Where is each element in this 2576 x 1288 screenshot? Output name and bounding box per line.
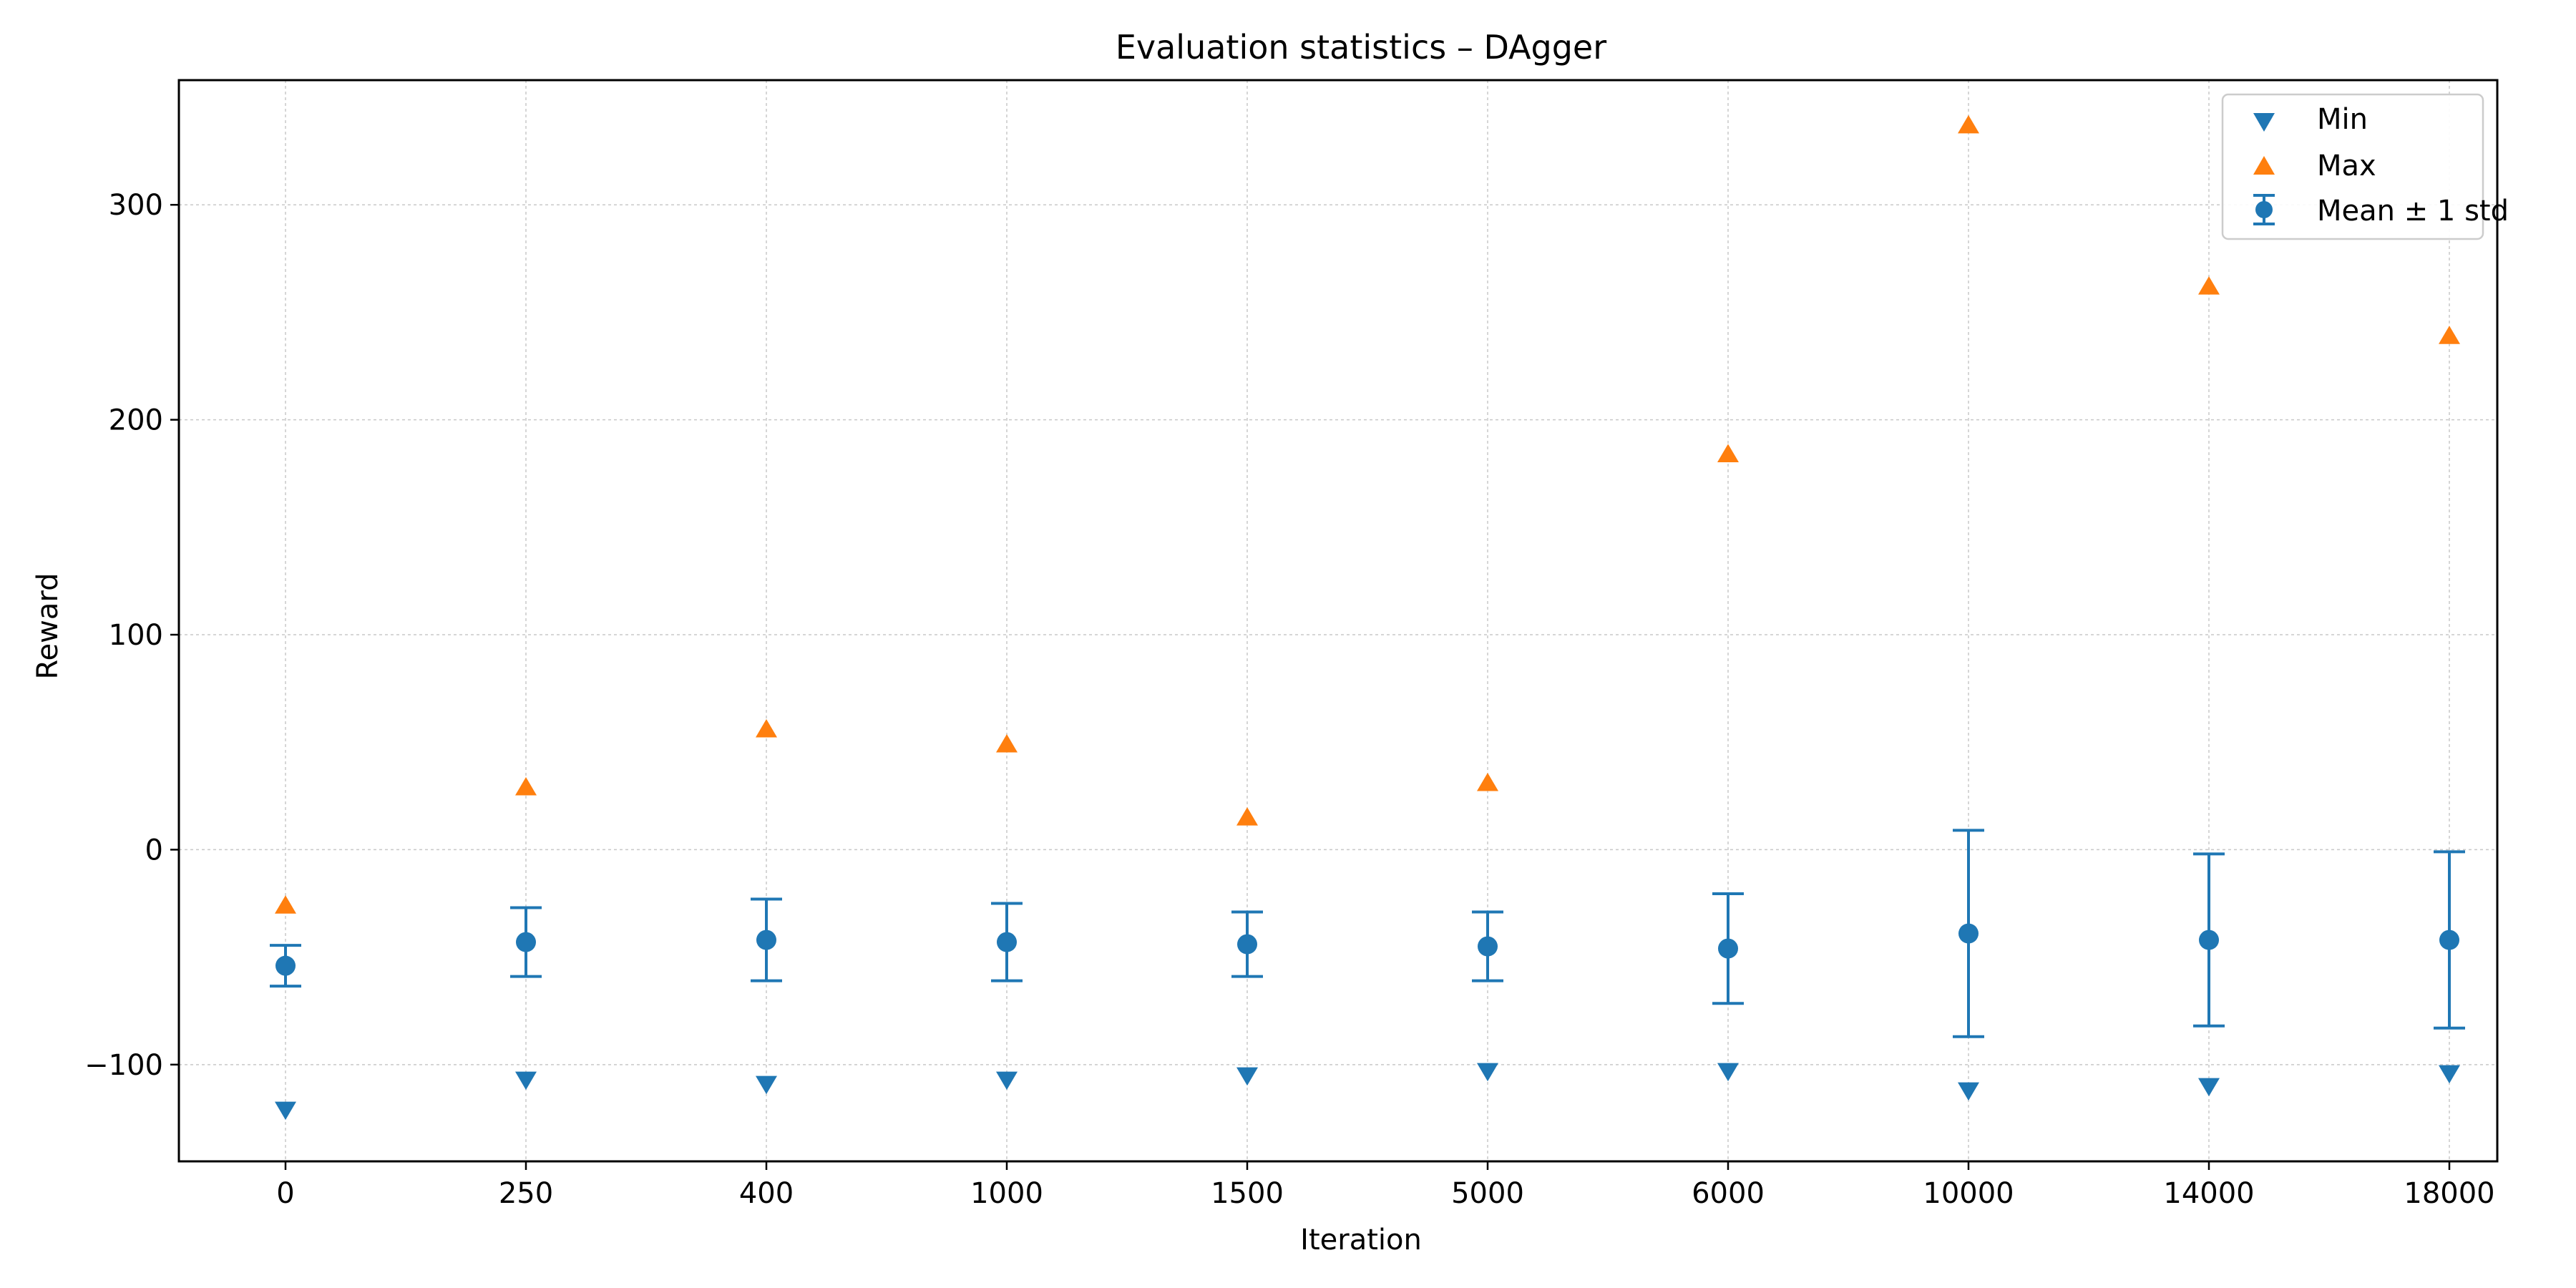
legend-mean-marker (2253, 194, 2275, 225)
max-marker (1236, 807, 1258, 826)
y-tick-label: 0 (145, 834, 163, 867)
min-marker (1477, 1063, 1498, 1082)
legend-mean-label: Mean ± 1 std (2317, 195, 2509, 228)
min-marker (2439, 1065, 2460, 1084)
x-tick-label: 400 (739, 1177, 794, 1210)
x-tick-label: 6000 (1692, 1177, 1765, 1210)
max-marker (2439, 326, 2460, 344)
mean-marker (997, 932, 1017, 952)
min-marker (2198, 1078, 2220, 1097)
mean-marker (516, 932, 536, 952)
x-tick-label: 10000 (1923, 1177, 2014, 1210)
grid-lines (179, 80, 2497, 1161)
min-marker (1958, 1082, 1979, 1101)
min-marker (1717, 1063, 1739, 1082)
mean-marker (2199, 930, 2219, 950)
x-tick-label: 250 (499, 1177, 553, 1210)
y-tick-label: 200 (109, 404, 163, 437)
x-tick-label: 18000 (2404, 1177, 2494, 1210)
legend-min-label: Min (2317, 103, 2368, 136)
min-marker (515, 1071, 537, 1091)
max-marker (2198, 276, 2220, 295)
data-series (270, 114, 2465, 1121)
x-tick-label: 0 (276, 1177, 294, 1210)
mean-marker (1718, 938, 1738, 959)
legend-max-marker (2253, 156, 2275, 175)
min-marker (1236, 1067, 1258, 1086)
y-axis-ticks: −100 0 100 200 300 (84, 189, 179, 1082)
y-tick-label: 300 (109, 189, 163, 222)
mean-marker (1478, 936, 1498, 957)
x-axis-ticks: 0 250 400 1000 1500 5000 6000 10000 14000 18000 (276, 1161, 2495, 1210)
max-marker (1717, 444, 1739, 462)
legend-box (2221, 93, 2484, 240)
x-tick-label: 14000 (2163, 1177, 2254, 1210)
max-marker (1477, 773, 1498, 791)
legend-max-label: Max (2317, 150, 2376, 182)
chart-title: Evaluation statistics – DAgger (1116, 28, 1606, 67)
y-axis-label: Reward (31, 573, 64, 680)
min-marker (756, 1075, 777, 1095)
max-marker (996, 733, 1018, 753)
max-marker (275, 895, 296, 914)
max-marker (515, 777, 537, 796)
x-tick-label: 1000 (970, 1177, 1043, 1210)
x-axis-label: Iteration (1300, 1224, 1422, 1257)
x-tick-label: 5000 (1451, 1177, 1524, 1210)
plot-frame (177, 79, 2499, 1163)
mean-marker (2439, 930, 2459, 950)
x-tick-label: 1500 (1211, 1177, 1284, 1210)
max-marker (1958, 114, 1979, 134)
y-tick-label: −100 (84, 1049, 163, 1082)
mean-marker (1958, 923, 1979, 944)
legend-min-marker (2253, 113, 2275, 132)
mean-marker (756, 930, 776, 950)
min-marker (996, 1071, 1018, 1091)
mean-marker (275, 955, 296, 976)
max-marker (756, 718, 777, 738)
min-marker (275, 1101, 296, 1121)
y-tick-label: 100 (109, 619, 163, 652)
legend: Min Max Mean ± 1 std (2221, 93, 2509, 240)
mean-marker (1237, 934, 1257, 955)
